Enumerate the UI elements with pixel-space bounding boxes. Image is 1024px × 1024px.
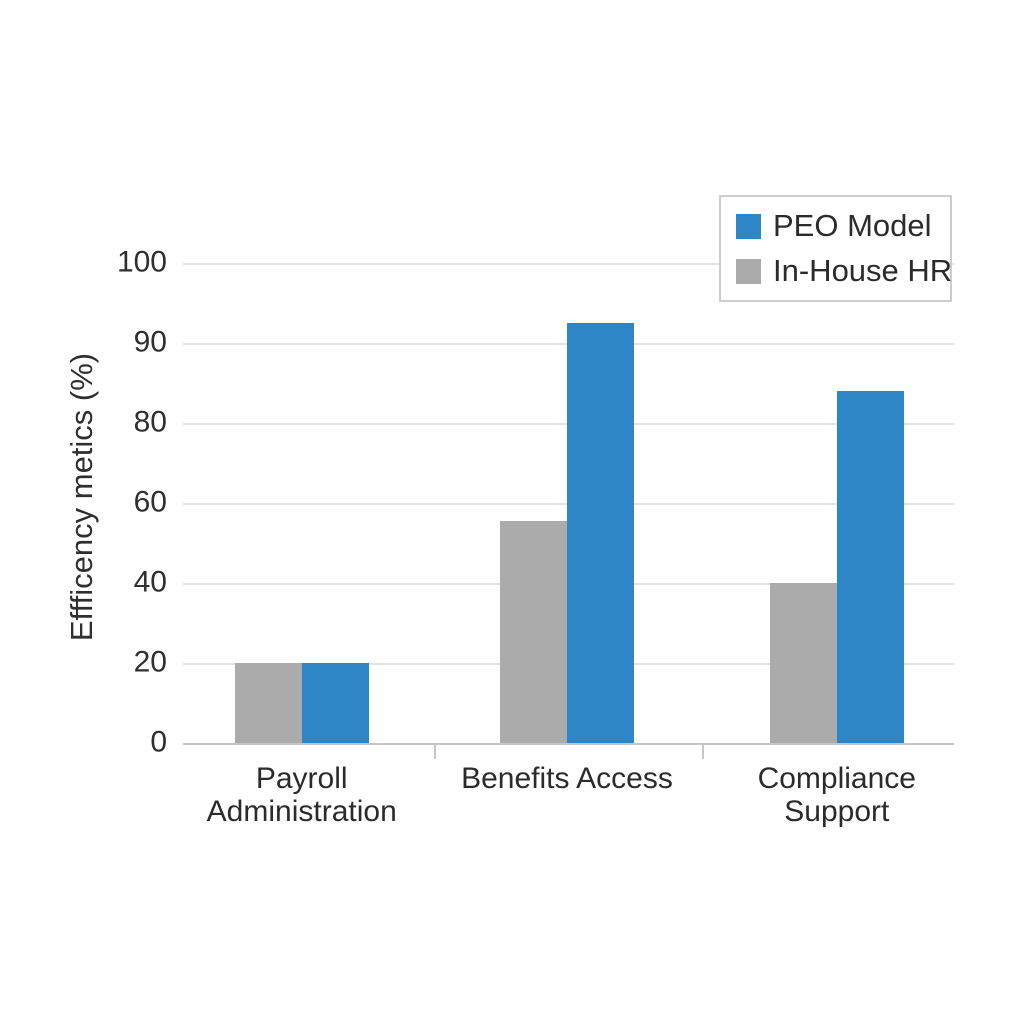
- y-tick-label: 90: [133, 325, 167, 359]
- bar-in-house-hr: [499, 521, 567, 743]
- legend-swatch-icon: [736, 258, 761, 284]
- bar-in-house-hr: [234, 663, 302, 743]
- bar-peo-model: [566, 323, 634, 743]
- x-tick: [701, 745, 704, 759]
- x-axis-line: [183, 743, 954, 745]
- y-tick-label: 20: [133, 645, 167, 679]
- y-tick-label: 60: [133, 485, 167, 519]
- y-tick-label: 0: [150, 725, 167, 759]
- legend-item: PEO Model: [736, 208, 935, 244]
- gridline: [183, 263, 954, 265]
- legend-swatch-icon: [736, 213, 761, 239]
- category-label: Compliance Support: [757, 762, 916, 828]
- bar-peo-model: [301, 663, 369, 743]
- category-label: Benefits Access: [461, 762, 673, 795]
- y-tick-label: 80: [133, 405, 167, 439]
- bar-peo-model: [836, 391, 904, 743]
- bar-in-house-hr: [769, 583, 837, 743]
- y-tick-label: 100: [116, 245, 167, 279]
- legend-label: In-House HR: [773, 253, 953, 288]
- category-label: Payroll Administration: [206, 762, 397, 828]
- legend: PEO Model In-House HR: [719, 195, 952, 302]
- legend-label: PEO Model: [773, 208, 932, 243]
- y-tick-label: 40: [133, 565, 167, 599]
- legend-item: In-House HR: [736, 253, 952, 289]
- x-tick: [434, 745, 437, 759]
